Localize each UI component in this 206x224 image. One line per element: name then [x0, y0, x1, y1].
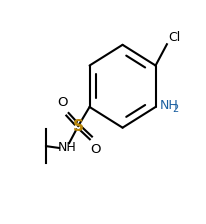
Text: O: O: [90, 143, 101, 156]
Text: 2: 2: [172, 103, 178, 114]
Text: O: O: [57, 96, 68, 109]
Text: NH: NH: [159, 99, 178, 112]
Text: Cl: Cl: [168, 30, 180, 44]
Text: NH: NH: [57, 141, 76, 154]
Text: S: S: [73, 118, 84, 134]
